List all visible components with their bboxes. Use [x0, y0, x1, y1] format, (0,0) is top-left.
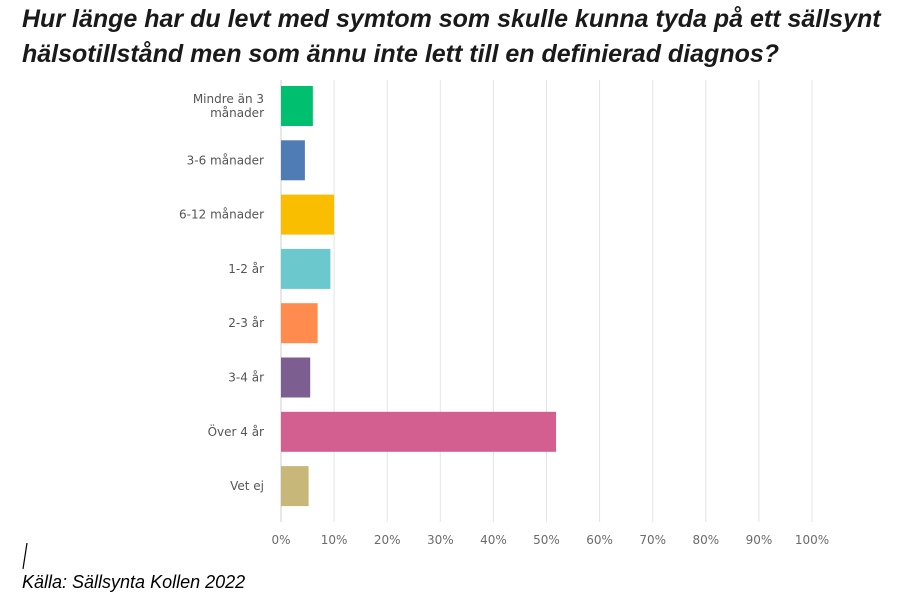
bar [281, 194, 335, 235]
bar [281, 411, 557, 452]
gridlines [280, 80, 813, 522]
category-label: 3-4 år [228, 371, 264, 385]
x-tick-label: 50% [533, 533, 560, 547]
bars [281, 86, 557, 507]
source-marker-icon [22, 543, 28, 569]
category-label: Över 4 år [208, 423, 264, 439]
x-tick-label: 10% [321, 533, 348, 547]
x-tick-label: 40% [480, 533, 507, 547]
category-label: 6-12 månader [179, 208, 264, 222]
x-tick-label: 60% [586, 533, 613, 547]
bar [281, 466, 309, 507]
x-tick-label: 100% [795, 533, 829, 547]
chart-title: Hur länge har du levt med symtom som sku… [22, 5, 881, 68]
x-tick-label: 70% [639, 533, 666, 547]
source-note: Källa: Sällsynta Kollen 2022 [22, 572, 246, 592]
bar [281, 357, 311, 398]
bar [281, 86, 313, 126]
bar [281, 248, 331, 289]
category-label: 1-2 år [228, 262, 264, 276]
category-label: 3-6 månader [187, 153, 264, 167]
category-label: Mindre än 3 månader [193, 92, 264, 120]
x-tick-label: 80% [692, 533, 719, 547]
x-tick-label: 0% [271, 533, 290, 547]
category-labels: Mindre än 3 månader 3-6 månader 6-12 månade… [179, 92, 264, 493]
x-tick-label: 90% [746, 533, 773, 547]
category-label: 2-3 år [228, 316, 264, 330]
bar [281, 140, 305, 181]
x-tick-label: 20% [374, 533, 401, 547]
bar [281, 303, 318, 344]
x-axis-tick-labels: 0% 10% 20% 30% 40% 50% 60% 70% 80% 90% 100% [271, 533, 829, 547]
x-tick-label: 30% [427, 533, 454, 547]
category-label: Vet ej [230, 479, 264, 493]
